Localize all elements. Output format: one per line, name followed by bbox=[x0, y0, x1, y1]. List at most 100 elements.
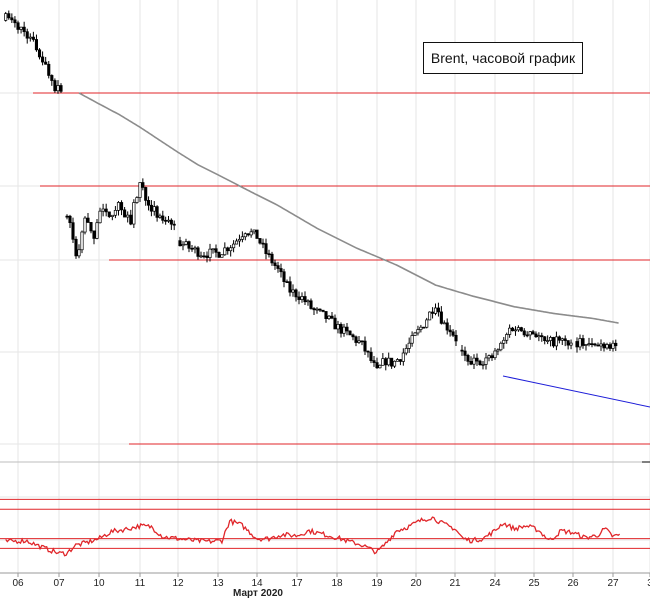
candle-80 bbox=[249, 228, 253, 238]
candle-body-196 bbox=[599, 343, 603, 347]
candle-body-55 bbox=[172, 223, 176, 226]
candle-body-19 bbox=[65, 215, 69, 218]
candle-body-80 bbox=[249, 231, 253, 236]
candle-174 bbox=[531, 329, 535, 335]
candle-body-51 bbox=[161, 215, 165, 221]
candle-23 bbox=[77, 244, 81, 259]
candle-110 bbox=[339, 322, 343, 338]
candle-body-7 bbox=[25, 31, 29, 39]
candle-159 bbox=[487, 354, 491, 362]
candle-body-20 bbox=[68, 215, 72, 224]
x-tick-label-12: 12 bbox=[172, 578, 184, 589]
candle-body-9 bbox=[31, 36, 35, 40]
candle-151 bbox=[463, 346, 467, 362]
candle-108 bbox=[333, 314, 337, 330]
candle-body-135 bbox=[413, 332, 417, 336]
candle-body-190 bbox=[581, 338, 585, 346]
candle-body-119 bbox=[366, 350, 370, 353]
candle-body-21 bbox=[71, 222, 75, 240]
candle-69 bbox=[217, 251, 221, 258]
candle-body-130 bbox=[398, 359, 402, 362]
candle-179 bbox=[546, 335, 550, 345]
candle-17 bbox=[56, 80, 60, 94]
candle-191 bbox=[584, 344, 588, 351]
moving-average-line bbox=[78, 92, 619, 324]
candle-75 bbox=[234, 238, 239, 245]
candle-125 bbox=[384, 357, 388, 371]
candle-142 bbox=[433, 303, 438, 316]
candle-body-113 bbox=[348, 330, 352, 336]
candle-143 bbox=[436, 302, 440, 317]
candle-body-140 bbox=[428, 311, 432, 321]
candle-body-150 bbox=[460, 349, 464, 352]
candle-43 bbox=[138, 182, 142, 203]
candle-18 bbox=[59, 83, 63, 93]
candle-body-132 bbox=[404, 348, 408, 354]
candle-body-110 bbox=[339, 324, 343, 334]
candle-175 bbox=[534, 331, 538, 338]
candle-body-175 bbox=[534, 333, 538, 338]
candle-body-169 bbox=[516, 327, 520, 331]
candle-37 bbox=[119, 200, 124, 216]
candle-102 bbox=[315, 307, 319, 314]
candle-body-62 bbox=[196, 247, 200, 257]
candle-178 bbox=[543, 336, 547, 345]
candle-body-0 bbox=[4, 13, 8, 21]
candle-119 bbox=[366, 350, 370, 358]
candle-body-61 bbox=[193, 247, 197, 250]
candle-15 bbox=[50, 74, 54, 86]
candle-193 bbox=[590, 338, 594, 348]
candle-body-12 bbox=[41, 56, 45, 63]
candle-body-125 bbox=[384, 358, 388, 366]
candle-body-114 bbox=[351, 334, 355, 338]
trendline bbox=[502, 375, 650, 408]
candle-body-13 bbox=[44, 61, 48, 65]
candle-body-59 bbox=[187, 241, 191, 249]
candle-91 bbox=[282, 268, 286, 288]
moving-average bbox=[78, 92, 619, 324]
candle-29 bbox=[95, 219, 99, 240]
candle-140 bbox=[428, 311, 432, 321]
x-tick-label-17: 17 bbox=[291, 578, 303, 589]
support-resistance-levels bbox=[33, 92, 650, 445]
candle-body-41 bbox=[132, 202, 136, 225]
candle-4 bbox=[16, 20, 20, 34]
candle-body-95 bbox=[294, 289, 298, 298]
candle-body-42 bbox=[135, 197, 139, 203]
candle-146 bbox=[445, 318, 449, 335]
candle-71 bbox=[223, 242, 227, 256]
candle-158 bbox=[484, 352, 488, 370]
candle-3 bbox=[13, 16, 17, 28]
candle-body-103 bbox=[318, 308, 322, 311]
candle-body-111 bbox=[342, 326, 346, 334]
candle-61 bbox=[193, 245, 197, 254]
candle-8 bbox=[28, 33, 32, 42]
candle-131 bbox=[401, 348, 405, 366]
candle-186 bbox=[566, 340, 570, 350]
candle-body-149 bbox=[454, 334, 458, 342]
candle-body-184 bbox=[560, 338, 564, 341]
candle-200 bbox=[611, 340, 615, 352]
candle-body-198 bbox=[605, 344, 609, 349]
grid-lines bbox=[0, 0, 650, 573]
candle-body-98 bbox=[303, 296, 307, 303]
candle-9 bbox=[31, 31, 35, 42]
candle-30 bbox=[98, 207, 102, 224]
candle-147 bbox=[448, 325, 452, 337]
candle-83 bbox=[258, 237, 262, 245]
candle-197 bbox=[602, 342, 606, 352]
candle-63 bbox=[199, 251, 203, 259]
candle-195 bbox=[596, 342, 600, 347]
candle-117 bbox=[360, 340, 364, 346]
candle-body-167 bbox=[511, 327, 515, 332]
x-tick-label-21: 21 bbox=[449, 578, 461, 589]
candle-body-47 bbox=[149, 204, 153, 212]
candle-88 bbox=[273, 259, 277, 270]
candle-body-134 bbox=[410, 335, 414, 344]
candle-86 bbox=[267, 249, 271, 258]
candle-176 bbox=[537, 332, 541, 342]
candle-96 bbox=[297, 291, 301, 305]
candle-body-38 bbox=[123, 209, 127, 218]
candle-body-84 bbox=[261, 242, 265, 245]
candle-180 bbox=[549, 335, 553, 347]
